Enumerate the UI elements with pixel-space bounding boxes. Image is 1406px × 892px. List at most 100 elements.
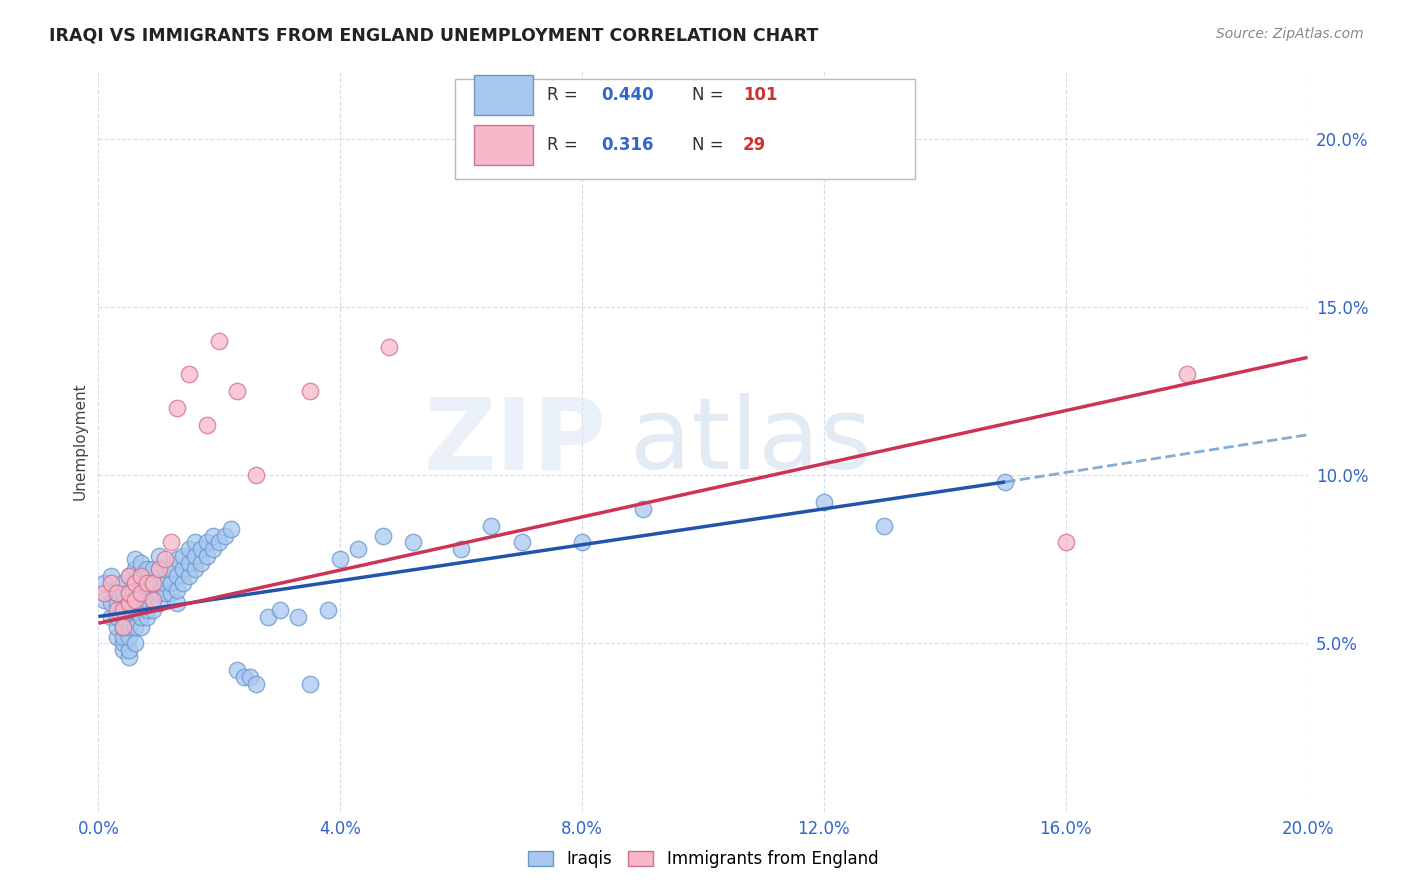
Point: [118, 569, 141, 583]
Point: [135, 603, 157, 617]
Point: [129, 586, 152, 600]
Point: [129, 569, 152, 583]
Point: [111, 609, 134, 624]
Point: [142, 592, 165, 607]
Point: [245, 677, 267, 691]
Point: [299, 384, 322, 398]
Point: [124, 552, 146, 566]
Point: [226, 664, 249, 678]
Point: [153, 552, 176, 566]
Point: [195, 417, 218, 432]
Point: [190, 542, 212, 557]
Point: [160, 562, 183, 576]
Point: [153, 562, 176, 576]
Point: [184, 562, 207, 576]
Text: ZIP: ZIP: [423, 393, 606, 490]
Point: [100, 569, 122, 583]
Point: [111, 630, 134, 644]
Point: [129, 582, 152, 597]
Point: [179, 542, 201, 557]
Point: [148, 575, 170, 590]
Point: [100, 609, 122, 624]
Point: [166, 582, 188, 597]
Point: [124, 575, 146, 590]
Point: [160, 575, 183, 590]
Text: N =: N =: [692, 136, 728, 154]
Point: [118, 643, 141, 657]
Point: [269, 603, 291, 617]
Point: [111, 619, 134, 633]
Text: N =: N =: [692, 86, 728, 104]
Point: [172, 549, 194, 563]
Point: [93, 586, 115, 600]
Point: [481, 518, 503, 533]
Point: [1175, 368, 1198, 382]
Point: [179, 368, 201, 382]
Point: [124, 592, 146, 607]
Point: [208, 535, 231, 549]
Point: [105, 586, 128, 600]
Text: 101: 101: [742, 86, 778, 104]
Point: [166, 596, 188, 610]
Point: [135, 575, 157, 590]
Point: [118, 596, 141, 610]
Point: [142, 592, 165, 607]
Point: [111, 603, 134, 617]
Point: [129, 596, 152, 610]
Point: [166, 552, 188, 566]
Point: [148, 586, 170, 600]
Point: [148, 596, 170, 610]
Point: [299, 677, 322, 691]
Point: [118, 586, 141, 600]
Point: [371, 529, 394, 543]
Point: [813, 495, 835, 509]
Point: [118, 586, 141, 600]
Point: [377, 340, 399, 354]
Point: [571, 535, 593, 549]
Point: [1054, 535, 1077, 549]
Point: [111, 586, 134, 600]
Point: [226, 384, 249, 398]
Point: [316, 603, 339, 617]
Text: R =: R =: [547, 136, 583, 154]
Point: [129, 569, 152, 583]
FancyBboxPatch shape: [474, 125, 533, 165]
Point: [124, 619, 146, 633]
Point: [195, 549, 218, 563]
Point: [347, 542, 370, 557]
Point: [329, 552, 352, 566]
Point: [124, 603, 146, 617]
FancyBboxPatch shape: [474, 75, 533, 115]
Point: [245, 468, 267, 483]
Point: [129, 609, 152, 624]
Point: [172, 562, 194, 576]
Point: [124, 592, 146, 607]
Point: [118, 619, 141, 633]
Point: [510, 535, 533, 549]
Point: [160, 586, 183, 600]
Point: [142, 579, 165, 593]
Legend: Iraqis, Immigrants from England: Iraqis, Immigrants from England: [522, 844, 884, 875]
Point: [184, 535, 207, 549]
Point: [135, 609, 157, 624]
Point: [402, 535, 425, 549]
Text: 0.440: 0.440: [602, 86, 654, 104]
Point: [256, 609, 278, 624]
Point: [148, 562, 170, 576]
Point: [142, 575, 165, 590]
Point: [873, 518, 896, 533]
Point: [148, 549, 170, 563]
Point: [221, 522, 243, 536]
Point: [135, 562, 157, 576]
Point: [111, 596, 134, 610]
Point: [129, 556, 152, 570]
Text: atlas: atlas: [630, 393, 872, 490]
Text: IRAQI VS IMMIGRANTS FROM ENGLAND UNEMPLOYMENT CORRELATION CHART: IRAQI VS IMMIGRANTS FROM ENGLAND UNEMPLO…: [49, 27, 818, 45]
Point: [100, 575, 122, 590]
Point: [214, 529, 236, 543]
Point: [166, 569, 188, 583]
Point: [93, 592, 115, 607]
Point: [190, 556, 212, 570]
Point: [118, 649, 141, 664]
Point: [287, 609, 309, 624]
